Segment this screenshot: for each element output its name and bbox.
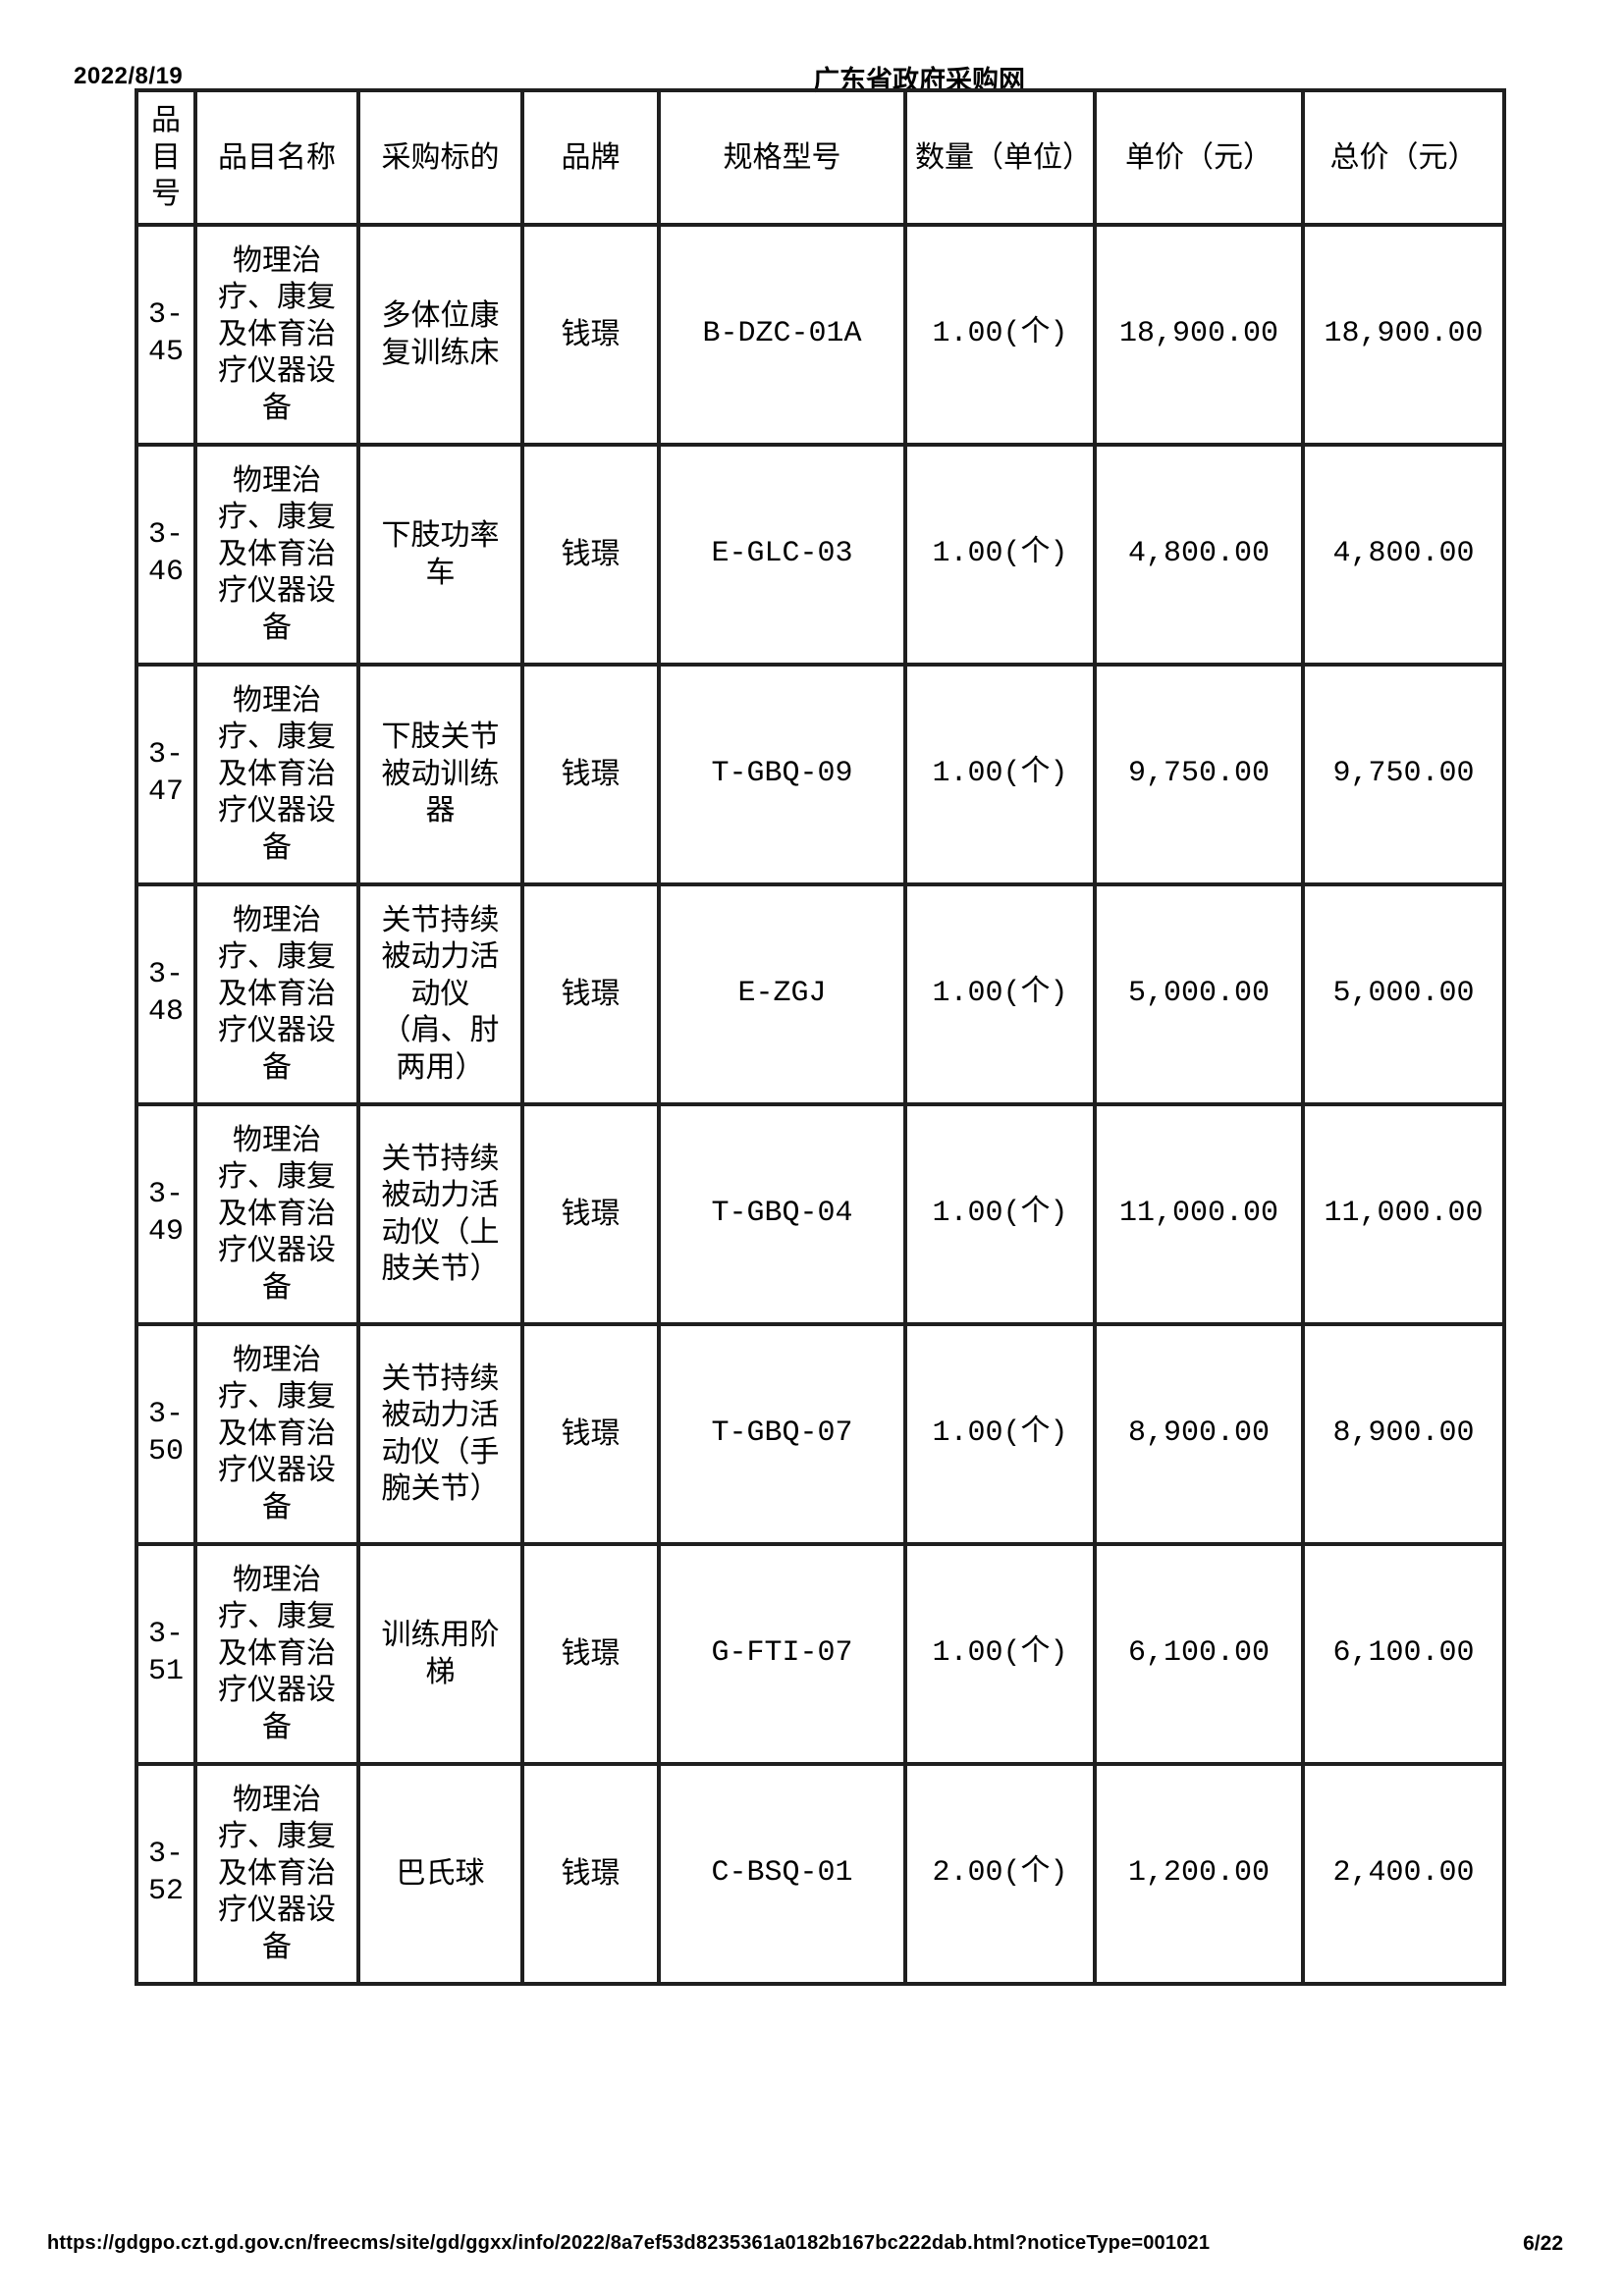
quantity-cell: 1.00(个) [903,442,1097,667]
print-header-date: 2022/8/19 [74,63,184,89]
table-row: 3-47 物理治疗、康复及体育治疗仪器设备 下肢关节被动训练器 钱璟 T-GBQ… [135,662,1506,886]
table-row: 3-48 物理治疗、康复及体育治疗仪器设备 关节持续被动力活动仪（肩、肘两用） … [135,881,1506,1106]
total-price-cell: 4,800.00 [1301,442,1506,667]
category-cell: 物理治疗、康复及体育治疗仪器设备 [193,1101,360,1326]
item-no-cell: 3-51 [135,1541,197,1766]
table-row: 3-52 物理治疗、康复及体育治疗仪器设备 巴氏球 钱璟 C-BSQ-01 2.… [135,1761,1506,1986]
unit-price-cell: 6,100.00 [1093,1541,1305,1766]
category-cell: 物理治疗、康复及体育治疗仪器设备 [193,222,360,447]
item-no-cell: 3-50 [135,1321,197,1546]
target-cell: 下肢功率车 [356,442,524,667]
col-header-unit-price: 单价（元） [1093,88,1305,227]
col-header-item-name: 品目名称 [193,88,360,227]
target-cell: 多体位康复训练床 [356,222,524,447]
brand-cell: 钱璟 [520,222,661,447]
category-cell: 物理治疗、康复及体育治疗仪器设备 [193,662,360,886]
unit-price-cell: 9,750.00 [1093,662,1305,886]
category-cell: 物理治疗、康复及体育治疗仪器设备 [193,881,360,1106]
item-no-cell: 3-49 [135,1101,197,1326]
quantity-cell: 1.00(个) [903,662,1097,886]
quantity-cell: 1.00(个) [903,1101,1097,1326]
category-cell: 物理治疗、康复及体育治疗仪器设备 [193,1541,360,1766]
model-cell: G-FTI-07 [657,1541,907,1766]
target-cell: 关节持续被动力活动仪（手腕关节） [356,1321,524,1546]
total-price-cell: 11,000.00 [1301,1101,1506,1326]
category-cell: 物理治疗、康复及体育治疗仪器设备 [193,1321,360,1546]
unit-price-cell: 8,900.00 [1093,1321,1305,1546]
total-price-cell: 18,900.00 [1301,222,1506,447]
target-cell: 下肢关节被动训练器 [356,662,524,886]
unit-price-cell: 11,000.00 [1093,1101,1305,1326]
quantity-cell: 1.00(个) [903,222,1097,447]
category-cell: 物理治疗、康复及体育治疗仪器设备 [193,1761,360,1986]
table-row: 3-50 物理治疗、康复及体育治疗仪器设备 关节持续被动力活动仪（手腕关节） 钱… [135,1321,1506,1546]
target-cell: 关节持续被动力活动仪（上肢关节） [356,1101,524,1326]
unit-price-cell: 18,900.00 [1093,222,1305,447]
total-price-cell: 8,900.00 [1301,1321,1506,1546]
quantity-cell: 1.00(个) [903,1321,1097,1546]
category-cell: 物理治疗、康复及体育治疗仪器设备 [193,442,360,667]
quantity-cell: 1.00(个) [903,1541,1097,1766]
model-cell: B-DZC-01A [657,222,907,447]
unit-price-cell: 5,000.00 [1093,881,1305,1106]
quantity-cell: 1.00(个) [903,881,1097,1106]
total-price-cell: 5,000.00 [1301,881,1506,1106]
brand-cell: 钱璟 [520,1321,661,1546]
table-row: 3-49 物理治疗、康复及体育治疗仪器设备 关节持续被动力活动仪（上肢关节） 钱… [135,1101,1506,1326]
col-header-quantity: 数量（单位） [903,88,1097,227]
target-cell: 关节持续被动力活动仪（肩、肘两用） [356,881,524,1106]
table-header-row: 品目号 品目名称 采购标的 品牌 规格型号 数量（单位） 单价（元） 总价（元） [135,88,1506,227]
print-footer-page-number: 6/22 [1523,2232,1563,2255]
col-header-target: 采购标的 [356,88,524,227]
unit-price-cell: 4,800.00 [1093,442,1305,667]
item-no-cell: 3-48 [135,881,197,1106]
print-footer-url: https://gdgpo.czt.gd.gov.cn/freecms/site… [47,2232,1211,2254]
brand-cell: 钱璟 [520,442,661,667]
target-cell: 训练用阶梯 [356,1541,524,1766]
item-no-cell: 3-52 [135,1761,197,1986]
item-no-cell: 3-47 [135,662,197,886]
procurement-items-table: 品目号 品目名称 采购标的 品牌 规格型号 数量（单位） 单价（元） 总价（元）… [135,88,1506,1986]
col-header-item-no: 品目号 [135,88,197,227]
model-cell: C-BSQ-01 [657,1761,907,1986]
col-header-model: 规格型号 [657,88,907,227]
model-cell: E-GLC-03 [657,442,907,667]
item-no-cell: 3-45 [135,222,197,447]
item-no-cell: 3-46 [135,442,197,667]
model-cell: T-GBQ-09 [657,662,907,886]
model-cell: T-GBQ-07 [657,1321,907,1546]
total-price-cell: 9,750.00 [1301,662,1506,886]
brand-cell: 钱璟 [520,881,661,1106]
table-row: 3-46 物理治疗、康复及体育治疗仪器设备 下肢功率车 钱璟 E-GLC-03 … [135,442,1506,667]
brand-cell: 钱璟 [520,662,661,886]
col-header-total-price: 总价（元） [1301,88,1506,227]
total-price-cell: 2,400.00 [1301,1761,1506,1986]
quantity-cell: 2.00(个) [903,1761,1097,1986]
table-row: 3-45 物理治疗、康复及体育治疗仪器设备 多体位康复训练床 钱璟 B-DZC-… [135,222,1506,447]
total-price-cell: 6,100.00 [1301,1541,1506,1766]
brand-cell: 钱璟 [520,1101,661,1326]
col-header-brand: 品牌 [520,88,661,227]
brand-cell: 钱璟 [520,1541,661,1766]
model-cell: T-GBQ-04 [657,1101,907,1326]
target-cell: 巴氏球 [356,1761,524,1986]
model-cell: E-ZGJ [657,881,907,1106]
unit-price-cell: 1,200.00 [1093,1761,1305,1986]
brand-cell: 钱璟 [520,1761,661,1986]
table-row: 3-51 物理治疗、康复及体育治疗仪器设备 训练用阶梯 钱璟 G-FTI-07 … [135,1541,1506,1766]
